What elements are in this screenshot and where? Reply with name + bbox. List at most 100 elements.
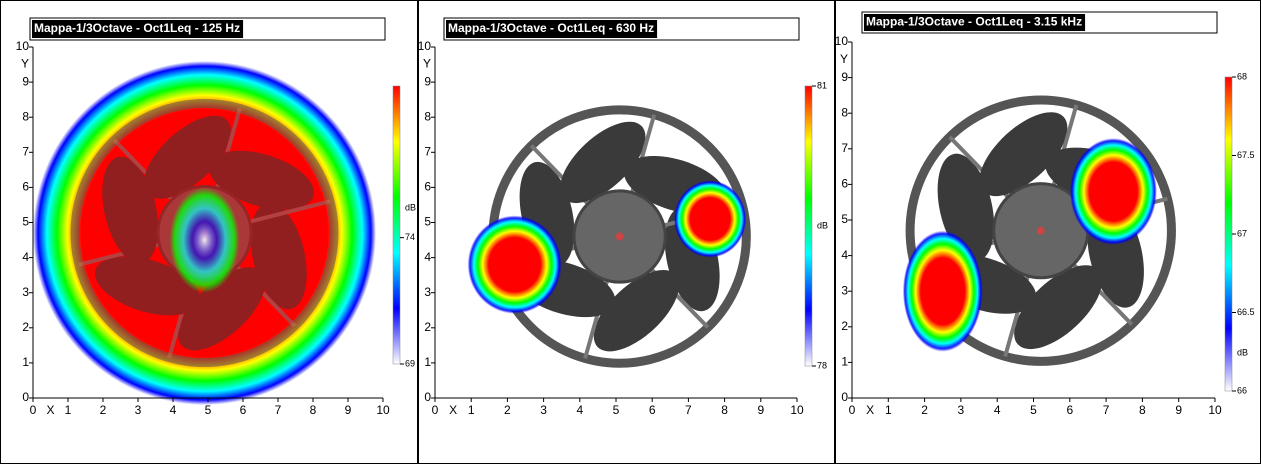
colorbar-tick-label: 78 [817, 360, 827, 370]
x-tick-label: 7 [1103, 403, 1110, 417]
x-tick-label: 0 [849, 403, 856, 417]
x-tick-label: 9 [1175, 403, 1182, 417]
x-axis-label: X [449, 403, 457, 417]
fan-ring [70, 99, 339, 368]
y-tick-label: 7 [841, 141, 848, 155]
y-tick-label: 4 [22, 250, 29, 264]
fan-center [1036, 226, 1045, 235]
x-tick-label: 2 [504, 403, 511, 417]
x-tick-label: 5 [613, 403, 620, 417]
fan-blade [1014, 265, 1103, 350]
x-axis-label: X [866, 403, 874, 417]
x-tick-label: 7 [275, 403, 282, 417]
chart-title: Mappa-1/3Octave - Oct1Leq - 630 Hz [448, 21, 654, 35]
title-highlight [446, 20, 658, 38]
y-tick-label: 10 [418, 39, 432, 53]
y-tick-label: 1 [841, 355, 848, 369]
colorbar-tick-label: 81 [817, 80, 827, 90]
y-axis-label: Y [840, 52, 848, 66]
x-tick-label: 4 [170, 403, 177, 417]
x-tick-label: 1 [885, 403, 892, 417]
y-tick-label: 6 [841, 177, 848, 191]
y-tick-label: 5 [841, 212, 848, 226]
y-tick-label: 0 [841, 390, 848, 404]
y-tick-label: 1 [424, 355, 431, 369]
y-tick-label: 0 [22, 390, 29, 404]
x-tick-label: 9 [345, 403, 352, 417]
colorbar-label: dB [817, 220, 828, 230]
y-tick-label: 7 [424, 144, 431, 158]
y-tick-label: 7 [22, 144, 29, 158]
y-tick-label: 2 [22, 320, 29, 334]
x-tick-label: 1 [468, 403, 475, 417]
y-tick-label: 4 [424, 250, 431, 264]
colorbar-tick-label: 67.5 [1237, 150, 1255, 160]
x-tick-label: 6 [240, 403, 247, 417]
x-tick-label: 4 [576, 403, 583, 417]
y-tick-label: 6 [22, 180, 29, 194]
y-tick-label: 9 [22, 74, 29, 88]
x-tick-label: 8 [1139, 403, 1146, 417]
y-tick-label: 8 [22, 109, 29, 123]
colorbar [1224, 76, 1233, 392]
x-tick-label: 5 [1030, 403, 1037, 417]
x-tick-label: 4 [994, 403, 1001, 417]
y-tick-label: 5 [424, 215, 431, 229]
y-tick-label: 2 [424, 320, 431, 334]
x-tick-label: 8 [721, 403, 728, 417]
x-tick-label: 7 [685, 403, 692, 417]
y-tick-label: 5 [22, 215, 29, 229]
y-axis-label: Y [423, 57, 431, 71]
fan-blade [208, 150, 315, 210]
x-tick-label: 9 [757, 403, 764, 417]
x-tick-label: 0 [30, 403, 37, 417]
colorbar-tick-label: 68 [1237, 71, 1247, 81]
x-tick-label: 3 [540, 403, 547, 417]
x-tick-label: 8 [310, 403, 317, 417]
fan-blade [178, 267, 266, 351]
heat-blob [169, 187, 240, 293]
fan-blade [560, 121, 646, 204]
x-tick-label: 3 [135, 403, 142, 417]
x-tick-label: 2 [100, 403, 107, 417]
x-tick-label: 2 [921, 403, 928, 417]
colorbar-tick-label: 67 [1237, 228, 1247, 238]
fan-blade [593, 270, 680, 352]
y-tick-label: 4 [841, 248, 848, 262]
title-highlight [32, 20, 244, 38]
y-tick-label: 6 [424, 180, 431, 194]
colorbar-label: dB [1237, 348, 1248, 358]
fan-blade [94, 256, 201, 316]
y-tick-label: 1 [22, 355, 29, 369]
x-tick-label: 10 [376, 403, 390, 417]
y-tick-label: 9 [841, 70, 848, 84]
fan-ring [905, 95, 1176, 366]
fan-blade [143, 115, 231, 199]
colorbar [392, 85, 401, 365]
heat-blob [673, 180, 747, 258]
y-tick-label: 8 [424, 109, 431, 123]
x-tick-label: 0 [432, 403, 439, 417]
x-tick-label: 1 [65, 403, 72, 417]
heat-blob [467, 215, 562, 314]
x-tick-label: 5 [205, 403, 212, 417]
x-tick-label: 6 [1066, 403, 1073, 417]
x-tick-label: 3 [958, 403, 965, 417]
x-tick-label: 10 [790, 403, 804, 417]
y-tick-label: 9 [424, 74, 431, 88]
y-tick-label: 0 [424, 390, 431, 404]
y-tick-label: 3 [424, 285, 431, 299]
y-tick-label: 8 [841, 105, 848, 119]
heat-blob [1069, 138, 1157, 245]
y-tick-label: 3 [22, 285, 29, 299]
y-tick-label: 10 [16, 39, 30, 53]
y-tick-label: 3 [841, 283, 848, 297]
colorbar-tick-label: 74 [405, 232, 415, 242]
title-highlight [864, 14, 1086, 31]
y-axis-label: Y [21, 57, 29, 71]
y-tick-label: 2 [841, 319, 848, 333]
x-tick-label: 10 [1208, 403, 1222, 417]
colorbar-tick-label: 69 [405, 358, 415, 368]
fan-blade [979, 112, 1068, 197]
